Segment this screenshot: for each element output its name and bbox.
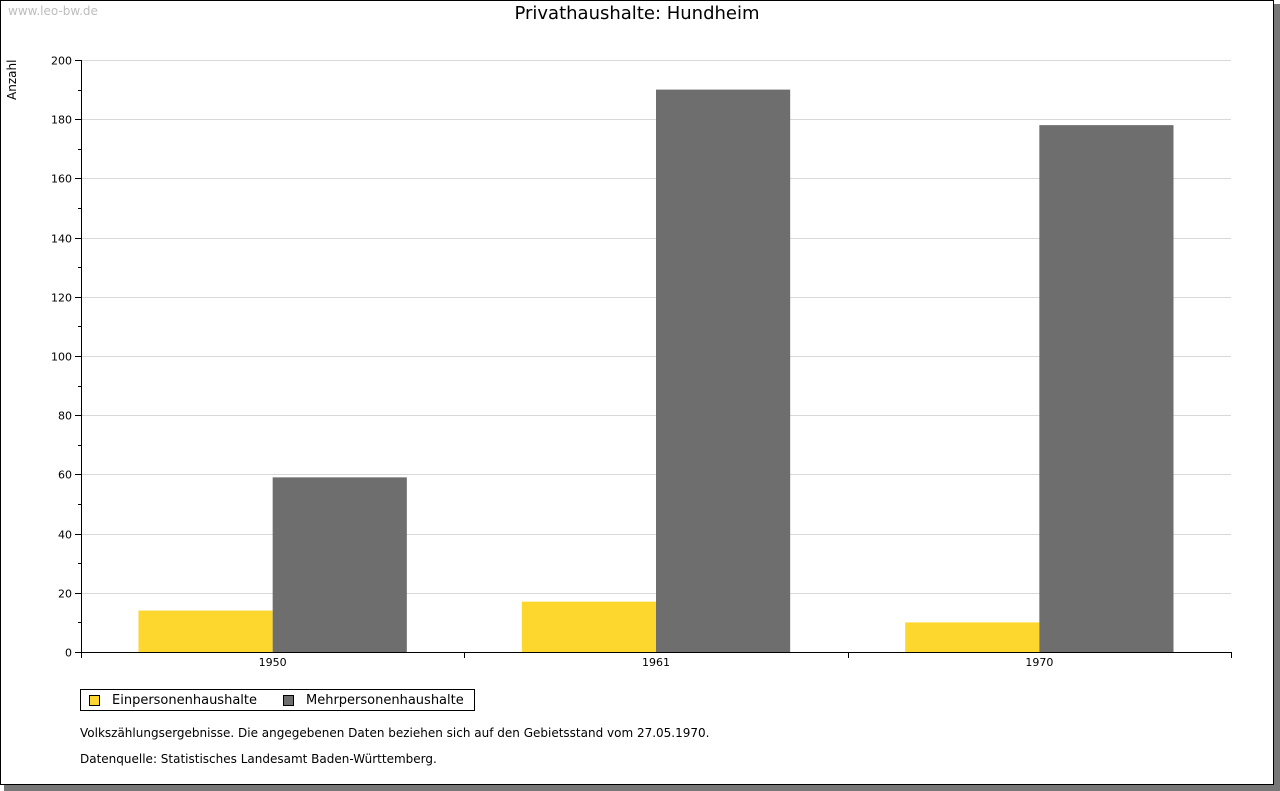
y-tick-label: 120 bbox=[51, 292, 72, 305]
bar-einpersonen-1950 bbox=[138, 610, 273, 652]
watermark: www.leo-bw.de bbox=[8, 4, 98, 18]
bar-mehrpersonen-1961 bbox=[656, 89, 791, 653]
bar-mehrpersonen-1970 bbox=[1039, 125, 1174, 653]
legend-label-mehrpersonen: Mehrpersonenhaushalte bbox=[306, 692, 464, 708]
bar-einpersonen-1961 bbox=[521, 601, 656, 652]
y-tick-label: 40 bbox=[58, 529, 72, 542]
y-tick-label: 80 bbox=[58, 410, 72, 423]
legend: Einpersonenhaushalte Mehrpersonenhaushal… bbox=[80, 689, 475, 711]
y-tick-label: 100 bbox=[51, 351, 72, 364]
chart-title: Privathaushalte: Hundheim bbox=[514, 3, 760, 24]
bar-mehrpersonen-1950 bbox=[272, 477, 407, 652]
footnote-source: Datenquelle: Statistisches Landesamt Bad… bbox=[80, 752, 437, 766]
frame-shadow-bottom bbox=[4, 785, 1280, 791]
y-tick-label: 200 bbox=[51, 55, 72, 68]
bar-einpersonen-1970 bbox=[905, 622, 1040, 652]
legend-item-mehrpersonen: Mehrpersonenhaushalte bbox=[283, 693, 464, 708]
y-tick-label: 180 bbox=[51, 114, 72, 127]
bar-chart: 0 20 40 60 80 100 120 140 160 180 200 1950 1961 1970 bbox=[51, 55, 1232, 669]
y-tick-label: 20 bbox=[58, 588, 72, 601]
legend-swatch-mehrpersonen bbox=[283, 694, 294, 706]
x-tick-label: 1961 bbox=[642, 656, 670, 669]
footnote-census: Volkszählungsergebnisse. Die angegebenen… bbox=[80, 726, 710, 740]
y-tick-label: 160 bbox=[51, 173, 72, 186]
legend-item-einpersonen: Einpersonenhaushalte bbox=[89, 693, 257, 708]
y-tick-label: 0 bbox=[65, 647, 72, 660]
x-tick-label: 1950 bbox=[259, 656, 287, 669]
y-tick-label: 60 bbox=[58, 469, 72, 482]
y-tick-label: 140 bbox=[51, 233, 72, 246]
legend-label-einpersonen: Einpersonenhaushalte bbox=[112, 692, 257, 708]
x-tick-label: 1970 bbox=[1025, 656, 1053, 669]
legend-swatch-einpersonen bbox=[89, 694, 100, 706]
frame-shadow-right bbox=[1274, 4, 1280, 791]
